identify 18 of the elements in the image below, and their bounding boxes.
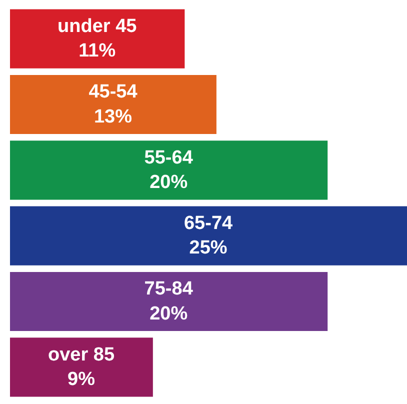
bar xyxy=(10,338,153,397)
y-tick-label: 55-64 xyxy=(144,147,194,168)
bar xyxy=(10,272,328,332)
data-label: 13% xyxy=(94,106,132,128)
data-label: 9% xyxy=(68,369,96,390)
y-tick-label: over 85 xyxy=(48,344,115,366)
y-tick-label: 75-84 xyxy=(144,278,194,300)
data-label: 20% xyxy=(150,303,188,324)
data-label: 20% xyxy=(150,172,188,194)
bar xyxy=(10,140,328,200)
bar xyxy=(10,206,407,266)
data-label: 11% xyxy=(78,40,116,62)
bar xyxy=(10,9,185,68)
y-tick-label: 45-54 xyxy=(88,82,138,103)
data-label: 25% xyxy=(189,238,228,259)
bar xyxy=(10,74,216,134)
y-tick-label: under 45 xyxy=(58,16,138,37)
y-tick-label: 65-74 xyxy=(184,212,234,234)
